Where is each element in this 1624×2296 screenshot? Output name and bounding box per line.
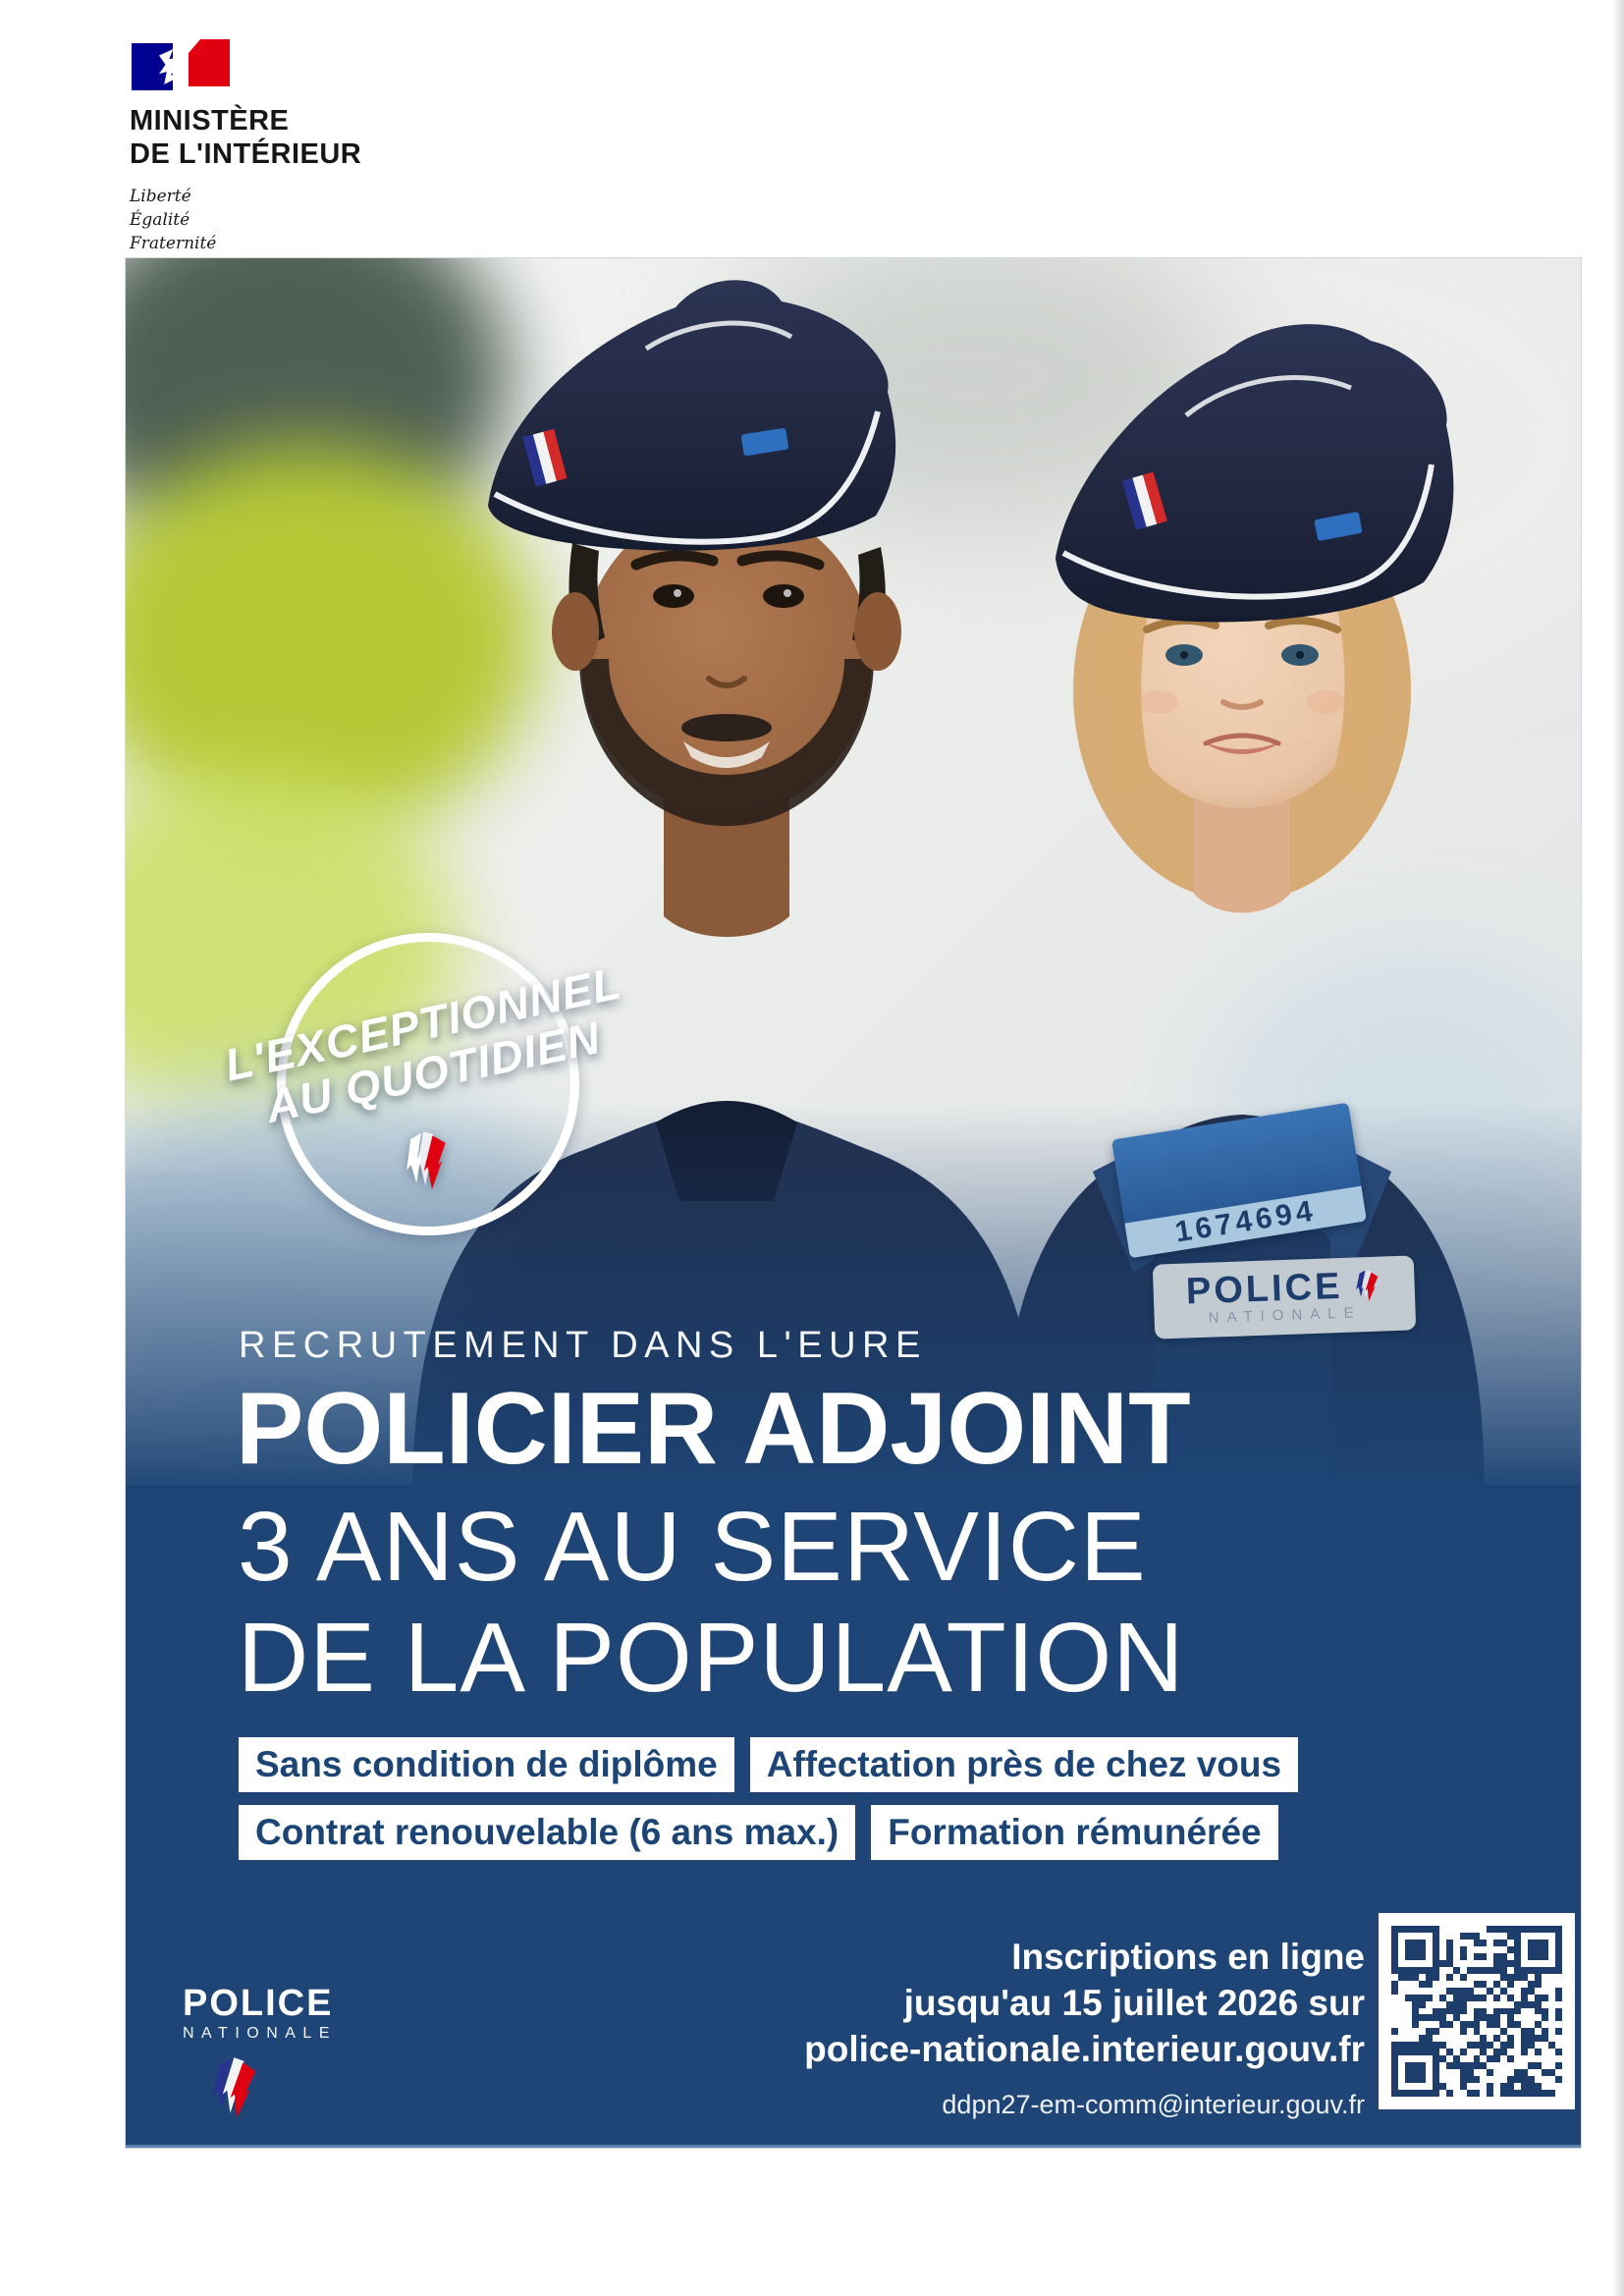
tricolor-flame-icon	[406, 1131, 446, 1190]
cta-line2: jusqu'au 15 juillet 2026 sur	[903, 1983, 1365, 2023]
logo-police-label: POLICE	[183, 1983, 334, 2024]
tricolor-flame-icon	[212, 2057, 256, 2118]
photo-foliage-blur	[126, 445, 538, 838]
poster-title: POLICIER ADJOINT	[236, 1372, 1191, 1486]
poster-subtitle-line2: DE LA POPULATION	[238, 1603, 1185, 1713]
cta-block: Inscriptions en ligne jusqu'au 15 juille…	[804, 1934, 1365, 2120]
logo-nationale-label: NATIONALE	[183, 2025, 337, 2042]
qr-code	[1379, 1913, 1575, 2109]
ministry-header: MINISTÈRE DE L'INTÉRIEUR Liberté Égalité…	[130, 37, 542, 255]
motto-fraternite: Fraternité	[130, 234, 217, 253]
flag-red-block	[189, 39, 230, 86]
benefit-pill: Affectation près de chez vous	[749, 1737, 1299, 1792]
patch-police-label: POLICE	[1185, 1265, 1344, 1313]
poster-subtitle-line1: 3 ANS AU SERVICE	[238, 1492, 1147, 1602]
kicker-text: RECRUTEMENT DANS L'EURE	[239, 1325, 927, 1366]
recruitment-poster: L'EXCEPTIONNEL AU QUOTIDIEN 1674694 POLI…	[126, 258, 1581, 2148]
campaign-badge: L'EXCEPTIONNEL AU QUOTIDIEN	[220, 933, 625, 1235]
benefit-pill: Formation rémunérée	[871, 1805, 1278, 1860]
ministry-name-line1: MINISTÈRE	[130, 105, 290, 137]
benefit-pill: Contrat renouvelable (6 ans max.)	[239, 1805, 856, 1860]
benefits-row-1: Sans condition de diplôme Affectation pr…	[239, 1737, 1299, 1792]
police-nationale-logo: POLICE NATIONALE	[183, 1985, 418, 2128]
republic-motto: Liberté Égalité Fraternité	[130, 185, 542, 255]
scanner-edge-artifact	[1612, 0, 1624, 2296]
motto-egalite: Égalité	[130, 210, 190, 230]
tricolor-flame-icon	[1355, 1270, 1379, 1302]
uniform-police-patch: POLICE NATIONALE	[1152, 1255, 1417, 1339]
qr-modules	[1391, 1926, 1562, 2097]
contact-email: ddpn27-em-comm@interieur.gouv.fr	[942, 2090, 1365, 2119]
benefit-pill: Sans condition de diplôme	[239, 1737, 734, 1792]
motto-liberte: Liberté	[130, 187, 191, 206]
cta-line1: Inscriptions en ligne	[1011, 1937, 1365, 1977]
ministry-name-line2: DE L'INTÉRIEUR	[130, 138, 362, 170]
cta-url: police-nationale.interieur.gouv.fr	[804, 2029, 1365, 2069]
benefits-row-2: Contrat renouvelable (6 ans max.) Format…	[239, 1805, 1278, 1860]
marianne-flag-logo	[130, 37, 542, 94]
